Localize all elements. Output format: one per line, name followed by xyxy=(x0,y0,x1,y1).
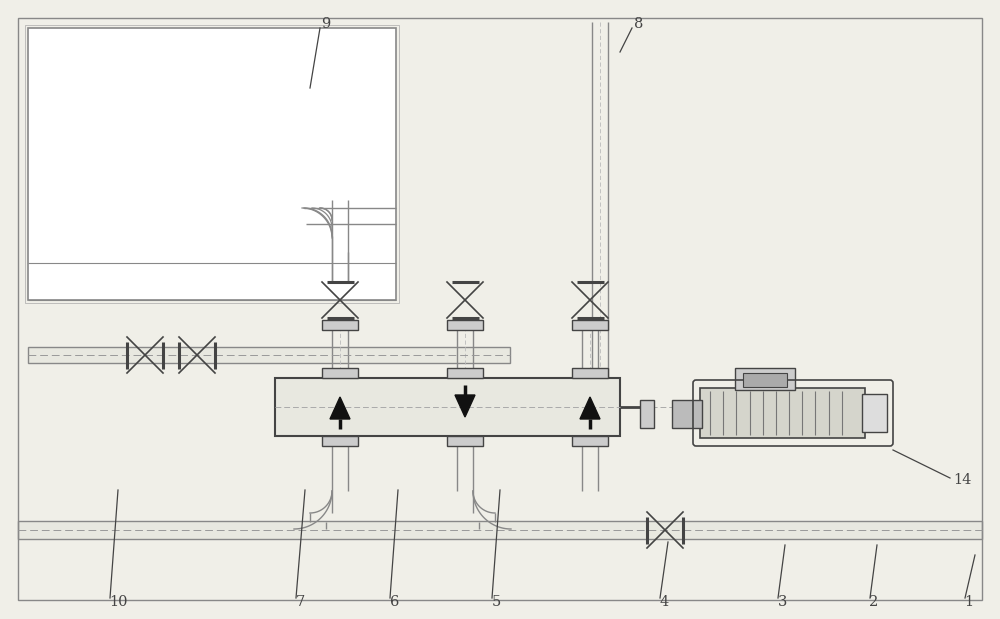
Bar xyxy=(640,400,654,428)
Text: 3: 3 xyxy=(777,595,787,609)
Bar xyxy=(275,378,620,436)
Text: 1: 1 xyxy=(964,595,973,609)
Text: 2: 2 xyxy=(869,595,879,609)
Polygon shape xyxy=(330,397,350,419)
Text: 10: 10 xyxy=(110,595,128,609)
Bar xyxy=(672,400,702,428)
Text: 14: 14 xyxy=(954,473,972,487)
Bar xyxy=(743,373,787,387)
Bar xyxy=(700,388,865,438)
Polygon shape xyxy=(455,395,475,417)
Bar xyxy=(28,347,510,363)
Bar xyxy=(572,368,608,378)
Bar xyxy=(447,436,483,446)
Bar xyxy=(862,394,887,432)
Bar xyxy=(18,521,982,539)
Bar xyxy=(572,436,608,446)
Text: 6: 6 xyxy=(390,595,399,609)
Bar xyxy=(322,320,358,330)
Bar xyxy=(447,368,483,378)
Bar xyxy=(28,28,396,300)
Text: 9: 9 xyxy=(321,17,330,31)
Bar xyxy=(735,368,795,390)
Text: 7: 7 xyxy=(296,595,305,609)
Bar xyxy=(572,320,608,330)
Polygon shape xyxy=(580,397,600,419)
Text: 8: 8 xyxy=(634,17,643,32)
Bar xyxy=(322,436,358,446)
Text: 4: 4 xyxy=(659,595,669,609)
Bar xyxy=(447,320,483,330)
Bar xyxy=(25,25,399,303)
Bar xyxy=(322,368,358,378)
Text: 5: 5 xyxy=(492,595,501,609)
